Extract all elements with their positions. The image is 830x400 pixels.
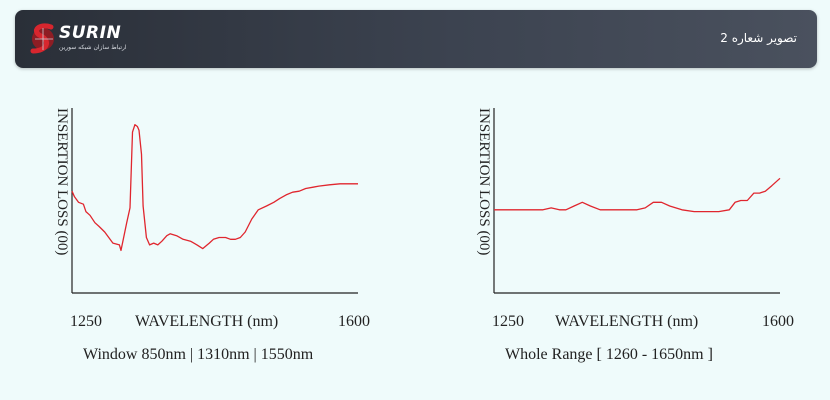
header-bar: SURIN ارتباط سازان شبکه سورین تصویر شعار… <box>15 10 817 68</box>
x-axis-label: WAVELENGTH (nm) <box>555 313 699 330</box>
x-tick-max: 1600 <box>762 313 794 330</box>
surin-logo[interactable]: SURIN ارتباط سازان شبکه سورین <box>29 21 139 59</box>
chart-whole-range-svg <box>493 108 781 294</box>
x-tick-min: 1250 <box>70 313 102 330</box>
header-title: تصویر شعاره 2 <box>720 31 797 45</box>
insertion-loss-series-line <box>71 124 358 252</box>
chart-window-svg <box>71 108 358 294</box>
chart-caption: Whole Range [ 1260 - 1650nm ] <box>505 346 713 363</box>
x-tick-max: 1600 <box>338 313 370 330</box>
surin-logo-icon <box>30 23 54 54</box>
x-axis-label: WAVELENGTH (nm) <box>135 313 279 330</box>
logo-wordmark: SURIN <box>59 23 122 43</box>
chart-panel-window: INSERTION LOSS (00) 1250 WAVELENGTH (nm)… <box>40 100 400 380</box>
chart-caption: Window 850nm | 1310nm | 1550nm <box>83 346 314 363</box>
insertion-loss-series-line <box>494 177 781 213</box>
logo-subtitle: ارتباط سازان شبکه سورین <box>59 44 127 51</box>
x-tick-min: 1250 <box>492 313 524 330</box>
chart-panel-whole-range: INSERTION LOSS (00) 1250 WAVELENGTH (nm)… <box>462 100 822 380</box>
